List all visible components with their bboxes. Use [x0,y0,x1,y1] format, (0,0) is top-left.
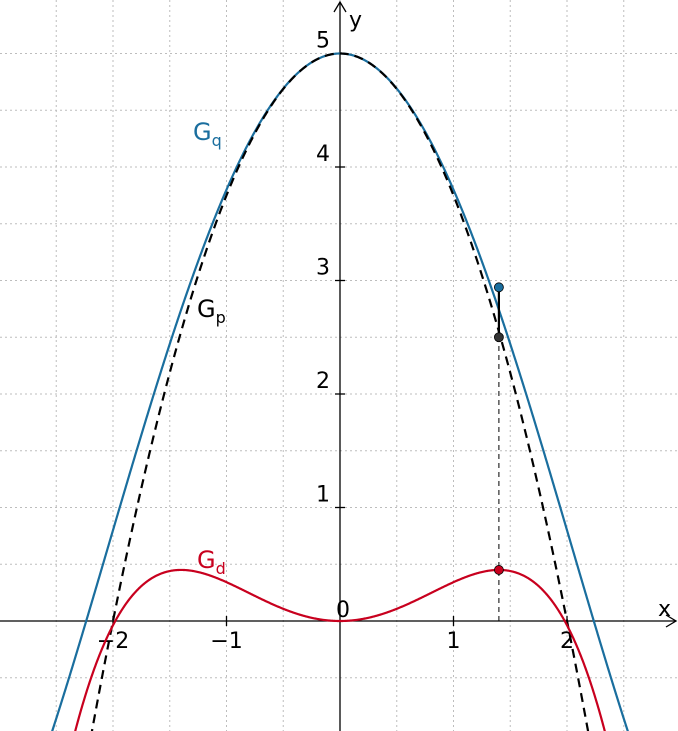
x-tick-label: −1 [210,629,242,654]
curves [51,52,629,731]
marker-point-q [493,282,504,293]
curve-d [74,568,606,731]
curve-label-d: Gd [197,546,226,578]
y-tick-label: 2 [316,369,330,394]
curve-label-q: Gq [193,118,222,150]
labels: Gq Gp Gd [193,118,226,578]
y-tick-label: 5 [316,29,330,54]
x-tick-label: 1 [447,629,461,654]
y-tick-label: 3 [316,256,330,281]
y-tick-label: 1 [316,483,330,508]
marker-point-p [493,332,504,343]
marker-point-d [493,565,504,575]
curve-p [90,52,590,731]
y-axis-label: y [349,8,362,33]
x-axis-arrow [665,614,678,628]
y-axis-arrow [333,0,347,13]
curve-label-p: Gp [197,295,226,327]
x-axis-label: x [658,597,671,622]
markers [493,282,504,621]
y-tick-label: 4 [316,142,330,167]
origin-label: 0 [336,598,350,623]
